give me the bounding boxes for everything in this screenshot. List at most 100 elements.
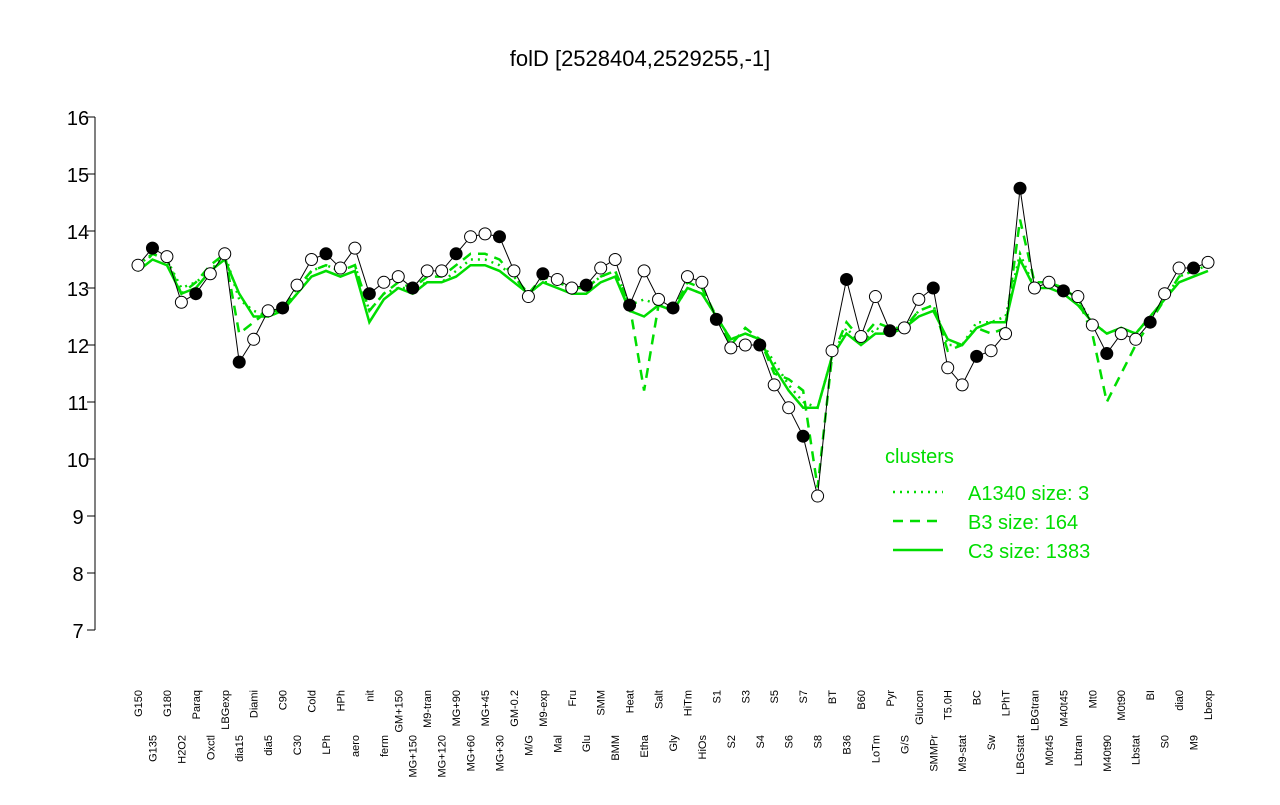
data-point	[926, 281, 940, 295]
data-point	[319, 247, 333, 261]
x-tick-label: T5.0H	[943, 690, 955, 720]
x-tick-label: Sw	[986, 735, 998, 750]
x-tick-label: BI	[1145, 690, 1157, 700]
data-point	[232, 355, 246, 369]
data-point	[145, 241, 159, 255]
x-tick-label: MG+60	[466, 735, 478, 771]
data-point	[825, 344, 839, 358]
y-tick-label: 10	[67, 450, 89, 472]
x-tick-label: HPh	[335, 690, 347, 711]
data-point	[1027, 281, 1041, 295]
x-tick-label: Paraq	[191, 690, 203, 719]
data-point	[897, 321, 911, 335]
x-tick-label: S2	[726, 735, 738, 748]
data-point	[767, 378, 781, 392]
x-tick-label: M9-stat	[957, 735, 969, 772]
y-tick-label: 11	[68, 393, 89, 415]
data-point	[724, 341, 738, 355]
data-point	[1114, 327, 1128, 341]
x-tick-label: Heat	[625, 690, 637, 713]
y-tick-label: 9	[72, 507, 83, 529]
x-tick-label: BMM	[610, 735, 622, 761]
legend-label: B3 size: 164	[968, 512, 1078, 534]
y-tick-label: 15	[67, 165, 89, 187]
x-tick-label: Mal	[552, 735, 564, 753]
x-tick-label: G135	[147, 735, 159, 762]
data-point	[305, 253, 319, 266]
data-point	[391, 270, 405, 284]
data-point	[261, 304, 275, 318]
data-point	[247, 332, 261, 346]
x-tick-label: Pyr	[885, 690, 897, 707]
y-tick-label: 13	[67, 279, 89, 301]
x-tick-label: dia5	[263, 735, 275, 756]
x-tick-label: SMMPr	[928, 735, 940, 772]
data-point	[637, 264, 651, 278]
data-point	[521, 290, 535, 304]
data-point	[984, 344, 998, 358]
x-tick-label: G150	[133, 690, 145, 717]
x-tick-label: LoTm	[870, 735, 882, 763]
x-tick-label: S7	[798, 690, 810, 703]
data-point	[160, 250, 174, 264]
x-tick-label: LBGtran	[1029, 690, 1041, 731]
x-tick-label: LBGexp	[220, 690, 232, 730]
data-point	[290, 278, 304, 292]
x-tick-label: Etha	[639, 734, 651, 758]
data-point	[420, 264, 434, 278]
x-tick-label: dia15	[234, 735, 246, 762]
x-tick-label: HiOs	[697, 735, 709, 760]
x-tick-label: MG+90	[451, 690, 463, 726]
data-point	[449, 247, 463, 261]
data-point	[189, 287, 203, 301]
x-tick-label: S6	[784, 735, 796, 748]
data-point	[348, 241, 362, 255]
y-tick-label: 16	[67, 108, 89, 130]
cluster-line	[137, 249, 1209, 410]
data-point	[955, 378, 969, 392]
cluster-line	[137, 219, 1209, 488]
data-point	[377, 275, 391, 289]
x-tick-label: BT	[827, 690, 839, 704]
data-point	[1129, 332, 1143, 346]
x-tick-label: MG+120	[437, 735, 449, 778]
x-tick-label: Diami	[249, 690, 261, 718]
profile-line	[137, 188, 1209, 497]
x-tick-label: MG+45	[480, 690, 492, 726]
x-tick-label: Lbstat	[1131, 735, 1143, 765]
data-point	[1013, 181, 1027, 195]
data-point	[738, 338, 752, 352]
x-tick-label: Fru	[567, 690, 579, 707]
data-point	[782, 401, 796, 415]
x-tick-label: S1	[711, 690, 723, 703]
data-point	[652, 292, 666, 306]
x-tick-label: M9	[1189, 735, 1201, 750]
data-point	[218, 247, 232, 261]
x-tick-label: Lbtran	[1073, 735, 1085, 766]
x-tick-label: LPhT	[1001, 690, 1013, 717]
x-tick-label: S5	[769, 690, 781, 703]
x-tick-label: LPh	[321, 735, 333, 755]
data-point	[666, 301, 680, 315]
x-tick-label: S4	[755, 735, 767, 748]
x-tick-label: Cold	[307, 690, 319, 713]
data-point	[174, 295, 188, 309]
data-point	[579, 278, 593, 292]
data-point	[695, 275, 709, 289]
data-point	[536, 267, 550, 281]
x-tick-label: Mt0	[1087, 690, 1099, 708]
x-tick-label: GM-0.2	[509, 690, 521, 727]
data-point	[492, 230, 506, 244]
data-point	[478, 227, 492, 241]
y-tick-label: 7	[72, 621, 83, 643]
data-point	[608, 253, 622, 266]
data-point	[1158, 287, 1172, 301]
x-tick-label: Lbexp	[1203, 690, 1215, 720]
x-tick-label: MG+150	[408, 735, 420, 778]
data-point	[1172, 261, 1186, 275]
chart-title: folD [2528404,2529255,-1]	[510, 46, 771, 71]
x-tick-label: Gly	[668, 735, 680, 752]
x-tick-label: Oxctl	[205, 735, 217, 760]
x-tick-label: M0t45	[1044, 735, 1056, 766]
